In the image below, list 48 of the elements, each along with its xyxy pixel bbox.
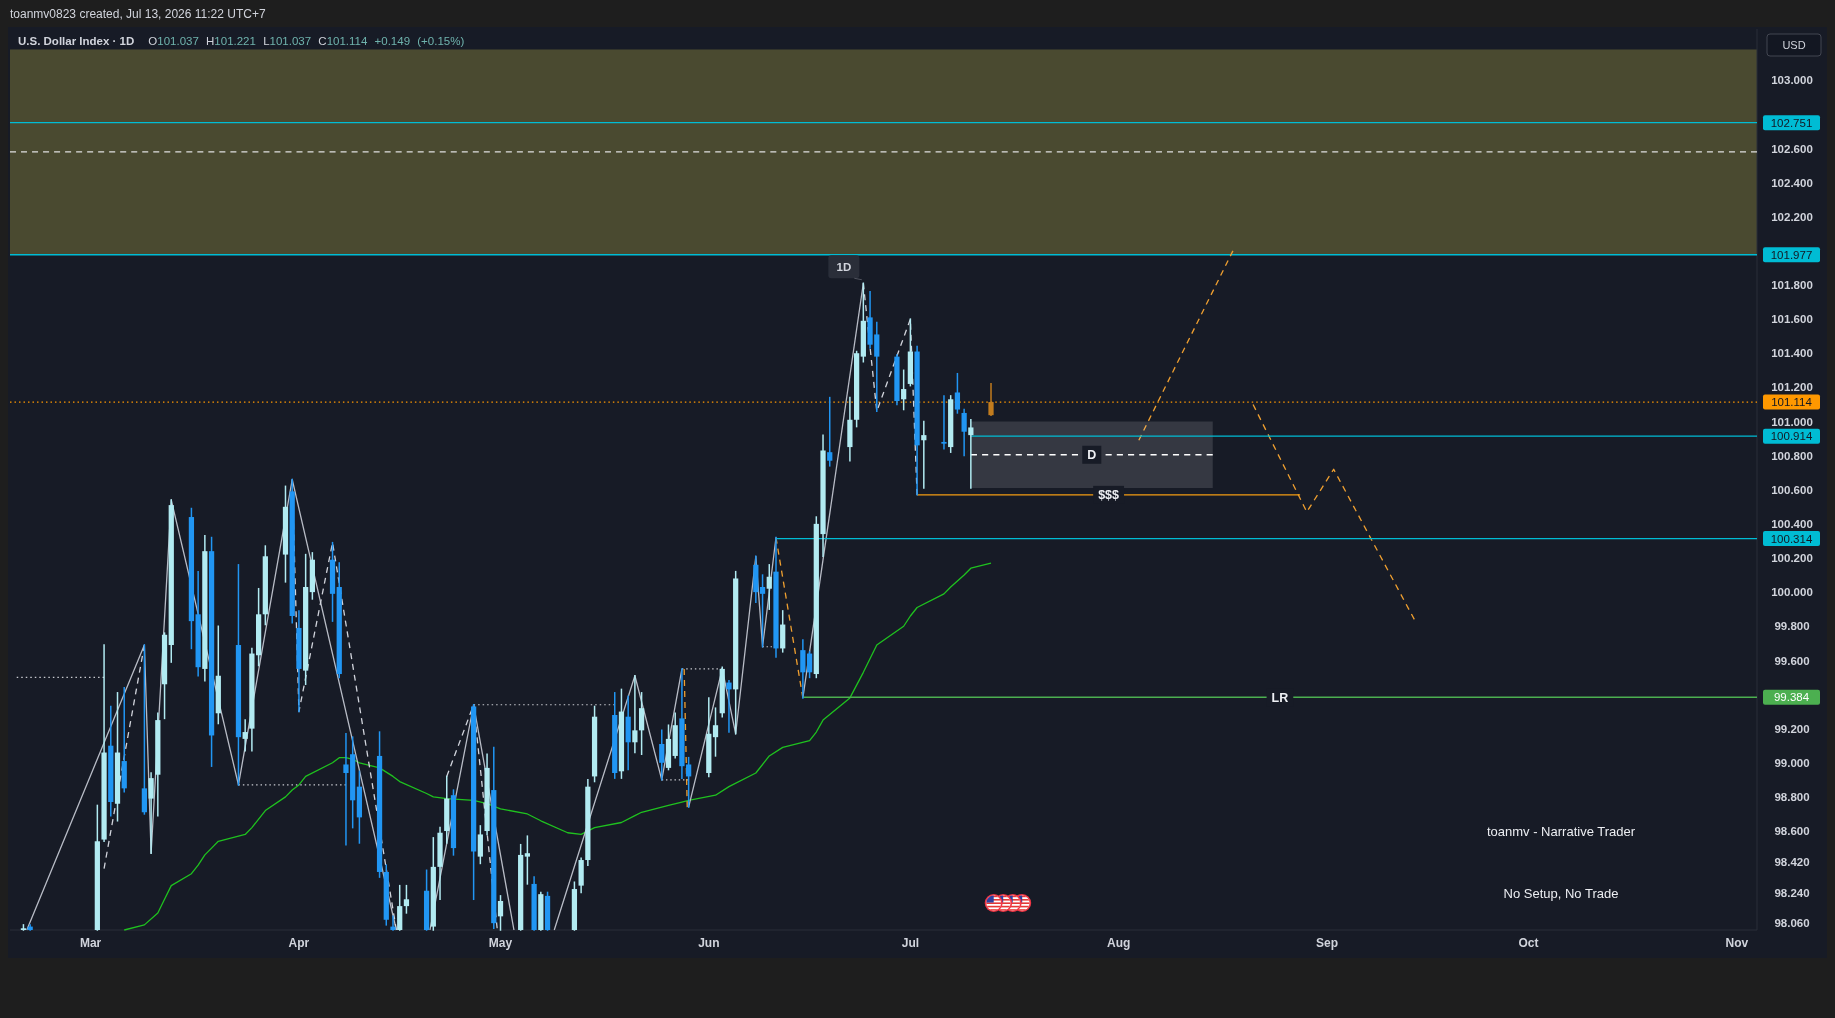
x-tick-label: Sep <box>1315 936 1338 950</box>
y-tick-label: 98.420 <box>1774 855 1810 868</box>
x-tick-label: Oct <box>1518 936 1539 950</box>
y-tick-label: 100.000 <box>1771 586 1813 599</box>
y-tick-label: 99.200 <box>1774 722 1810 735</box>
series-label: D <box>1087 448 1097 463</box>
text: O101.037 H101.221 L101.037 C101.114 +0.149 (+0.15%) <box>148 35 465 47</box>
x-tick-label: Nov <box>1725 936 1749 950</box>
annotation: No Setup, No Trade <box>1503 885 1619 901</box>
y-tick-label: 100.600 <box>1771 483 1813 496</box>
y-tick-label: 101.400 <box>1771 347 1813 360</box>
y-tick-label: 100.800 <box>1771 449 1813 462</box>
ref-line-label: 101.114 <box>1771 396 1813 409</box>
y-axis-title: USD <box>1782 38 1806 51</box>
y-tick-label: 100.200 <box>1771 552 1813 565</box>
x-tick-label: Jul <box>901 936 920 950</box>
x-tick-label: May <box>488 936 513 950</box>
x-tick-label: Aug <box>1107 936 1131 950</box>
text: toanmv0823 created, Jul 13, 2026 11:22 UTC+7 <box>10 7 266 21</box>
y-tick-label: 103.000 <box>1771 74 1813 87</box>
y-tick-label: 102.400 <box>1771 176 1813 189</box>
y-tick-label: 101.200 <box>1771 381 1813 394</box>
y-tick-label: 101.000 <box>1771 415 1813 428</box>
data-label: 100.914 <box>1770 430 1813 443</box>
x-tick-label: Apr <box>288 936 310 950</box>
x-tick-label: Mar <box>79 936 102 950</box>
y-tick-label: 102.200 <box>1771 210 1813 223</box>
y-tick-label: 98.060 <box>1774 917 1810 930</box>
y-tick-label: 102.600 <box>1771 142 1813 155</box>
y-tick-label: 99.000 <box>1774 756 1810 769</box>
annotation: toanmv - Narrative Trader <box>1486 823 1636 839</box>
x-tick-label: Jun <box>698 936 720 950</box>
y-tick-label: 99.600 <box>1774 654 1810 667</box>
y-tick-label: 99.800 <box>1774 620 1810 633</box>
ref-line-label: 102.751 <box>1770 116 1813 129</box>
y-tick-label: 98.600 <box>1774 825 1810 838</box>
text: U.S. Dollar Index · 1D <box>18 35 135 47</box>
series-label: LR <box>1271 690 1289 705</box>
y-tick-label: 100.400 <box>1771 518 1813 531</box>
series-label: $$$ <box>1098 488 1120 503</box>
y-tick-label: 101.800 <box>1771 279 1813 292</box>
y-tick-label: 98.800 <box>1774 791 1810 804</box>
ref-line-label: 101.977 <box>1770 248 1813 261</box>
data-label: 100.314 <box>1770 532 1813 545</box>
annotation: 1D <box>836 260 852 273</box>
data-label: 99.384 <box>1773 691 1810 704</box>
y-tick-label: 101.600 <box>1771 313 1813 326</box>
y-tick-label: 98.240 <box>1774 886 1810 899</box>
